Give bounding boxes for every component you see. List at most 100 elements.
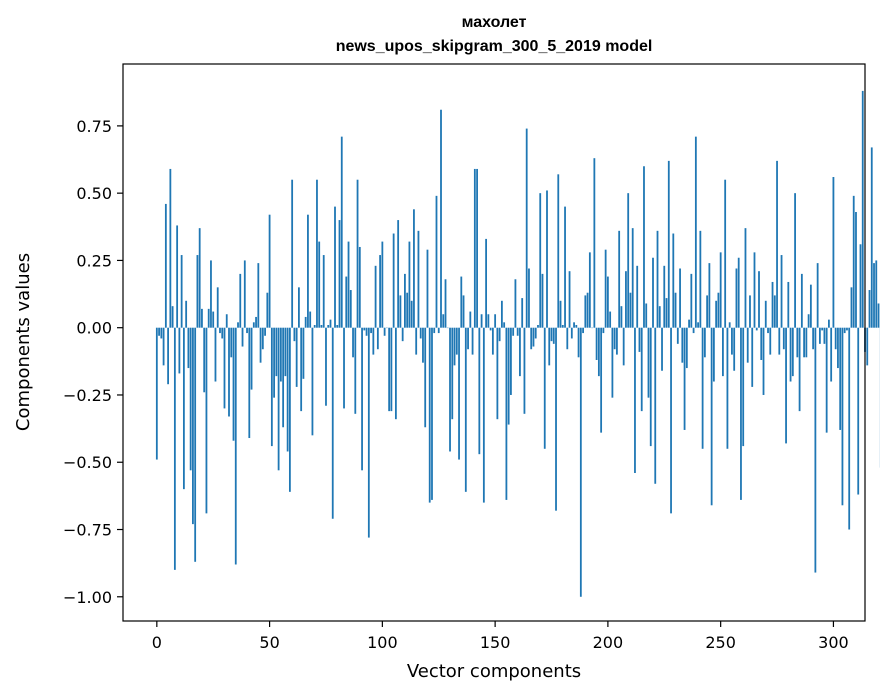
bar-component-136 <box>462 295 465 328</box>
bar-component-40 <box>246 327 248 334</box>
bar-component-152 <box>498 327 501 342</box>
bar-component-290 <box>809 284 812 328</box>
bar-component-157 <box>510 327 512 395</box>
bar-component-100 <box>381 241 384 328</box>
x-axis-ticks: 0 50 100 150 200 250 300 <box>152 621 849 652</box>
bar-component-276 <box>778 327 781 355</box>
y-tick-label: −0.75 <box>63 521 112 540</box>
bar-component-273 <box>771 281 774 328</box>
bar-component-137 <box>464 327 467 492</box>
bar-component-268 <box>760 327 763 360</box>
bar-component-18 <box>196 255 199 328</box>
bar-component-131 <box>451 327 454 420</box>
bar-component-223 <box>658 306 661 328</box>
y-tick-label: −0.50 <box>63 453 112 472</box>
x-tick-label: 0 <box>152 633 162 652</box>
bar-component-235 <box>685 327 688 369</box>
bar-component-190 <box>584 295 587 328</box>
bar-component-173 <box>546 190 548 328</box>
bar-component-227 <box>667 160 670 328</box>
bar-component-261 <box>744 228 747 328</box>
bar-component-194 <box>593 158 596 328</box>
bar-component-226 <box>665 298 668 328</box>
bar-component-243 <box>703 327 706 358</box>
bar-component-289 <box>807 314 810 328</box>
bar-component-246 <box>710 327 713 506</box>
bar-component-119 <box>424 327 427 428</box>
bar-component-311 <box>857 327 860 495</box>
bar-component-71 <box>316 179 318 328</box>
bar-component-215 <box>640 327 643 412</box>
bar-component-272 <box>769 327 772 355</box>
bar-component-264 <box>751 327 754 387</box>
bar-component-56 <box>282 327 285 428</box>
bar-component-60 <box>291 179 294 328</box>
bar-component-180 <box>561 325 564 328</box>
bar-component-242 <box>701 327 704 449</box>
bar-component-162 <box>521 298 524 328</box>
bar-component-149 <box>491 327 494 355</box>
bar-component-39 <box>243 260 246 328</box>
bar-component-191 <box>586 292 589 328</box>
bar-component-203 <box>613 327 616 350</box>
bar-component-97 <box>374 265 377 328</box>
bar-component-106 <box>394 327 397 420</box>
bar-component-65 <box>302 327 305 379</box>
bar-component-307 <box>848 327 851 530</box>
y-axis-label: Components values <box>13 253 34 431</box>
bar-component-318 <box>873 263 875 328</box>
bar-component-143 <box>478 327 481 455</box>
bar-component-295 <box>821 327 824 331</box>
bar-component-31 <box>225 314 228 328</box>
bar-component-81 <box>338 220 341 328</box>
bar-component-186 <box>575 325 578 328</box>
bar-component-291 <box>812 327 815 350</box>
bar-component-63 <box>298 287 300 328</box>
bar-component-255 <box>731 327 733 355</box>
bar-component-52 <box>273 327 275 398</box>
bar-component-252 <box>724 179 727 328</box>
bar-component-45 <box>257 263 260 328</box>
bar-component-34 <box>232 327 235 441</box>
bar-component-76 <box>327 325 330 328</box>
bar-component-33 <box>230 327 233 358</box>
bar-component-83 <box>343 327 345 409</box>
bar-component-213 <box>636 265 639 328</box>
y-tick-label: 0.50 <box>76 184 112 203</box>
bar-component-17 <box>194 327 197 562</box>
bar-component-53 <box>275 327 278 377</box>
bar-component-132 <box>453 327 456 366</box>
bar-component-24 <box>210 260 212 328</box>
bar-component-315 <box>866 327 869 366</box>
bar-component-47 <box>261 327 264 350</box>
bar-component-82 <box>340 136 343 328</box>
bar-component-165 <box>528 268 530 328</box>
bar-component-127 <box>442 314 445 328</box>
bar-component-182 <box>566 327 569 350</box>
bar-component-232 <box>679 268 681 328</box>
bar-component-300 <box>832 177 835 328</box>
y-tick-label: −0.25 <box>63 386 112 405</box>
bar-component-78 <box>331 327 334 519</box>
bar-component-304 <box>841 327 844 506</box>
bar-component-181 <box>564 206 566 328</box>
bar-component-30 <box>223 327 226 409</box>
bar-component-13 <box>185 300 188 328</box>
bar-component-309 <box>852 195 855 328</box>
bar-component-111 <box>406 292 409 328</box>
x-tick-label: 50 <box>259 633 279 652</box>
bar-component-103 <box>388 327 391 412</box>
bars-group <box>155 90 880 597</box>
bar-component-217 <box>645 303 648 328</box>
x-tick-label: 100 <box>367 633 398 652</box>
bar-component-151 <box>496 327 499 420</box>
bar-component-55 <box>279 327 282 382</box>
bar-component-158 <box>512 327 515 336</box>
bar-component-201 <box>609 311 612 328</box>
bar-component-266 <box>755 327 758 331</box>
bar-component-10 <box>178 327 181 374</box>
bar-component-142 <box>476 168 478 328</box>
bar-component-19 <box>198 228 201 328</box>
bar-component-285 <box>798 327 801 412</box>
bar-component-229 <box>672 233 675 328</box>
